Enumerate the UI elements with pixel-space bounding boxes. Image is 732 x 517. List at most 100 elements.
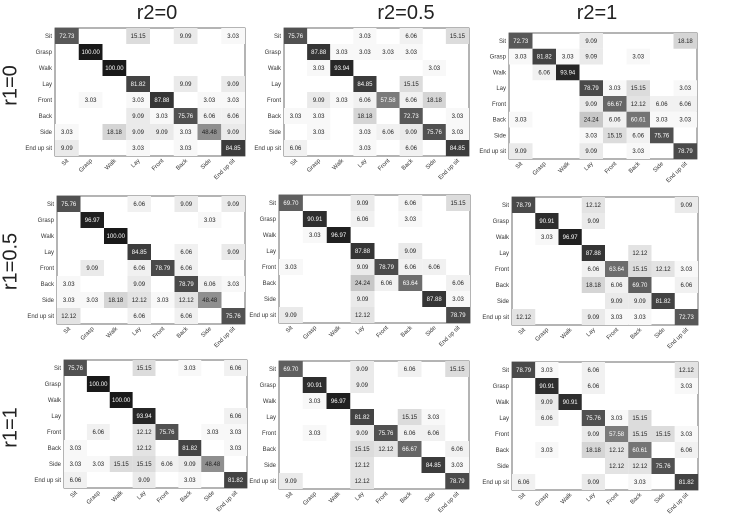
cell-value-label: 90.91 xyxy=(539,219,555,225)
heatmap-cell xyxy=(376,92,400,108)
cell-value-label: 66.67 xyxy=(607,102,623,108)
cell-value-label: 15.15 xyxy=(450,367,466,373)
column-title-r2-0.5: r2=0.5 xyxy=(377,2,435,24)
cell-value-label: 100.00 xyxy=(105,66,124,72)
cell-value-label: 3.03 xyxy=(609,86,621,92)
cell-value-label: 3.03 xyxy=(204,218,216,224)
cell-value-label: 78.79 xyxy=(516,203,532,209)
heatmap-cell xyxy=(127,260,151,276)
heatmap-cell xyxy=(350,259,375,275)
cell-value-label: 9.09 xyxy=(588,432,600,438)
heatmap-cell xyxy=(78,44,103,60)
heatmap-cell xyxy=(579,96,603,112)
cell-value-label: 3.03 xyxy=(309,233,321,239)
y-tick-label: Side xyxy=(49,462,62,468)
cell-value-label: 3.03 xyxy=(336,98,348,104)
heatmap-cell xyxy=(605,442,629,458)
heatmap-cell xyxy=(64,456,87,472)
heatmap-cell xyxy=(132,424,156,440)
y-tick-label: Sit xyxy=(47,202,54,208)
x-tick-label: Sit xyxy=(285,491,294,500)
y-tick-label: Grasp xyxy=(45,382,62,388)
cell-value-label: 15.15 xyxy=(137,462,153,468)
y-tick-label: Walk xyxy=(39,66,53,72)
x-tick-label: Side xyxy=(425,325,438,338)
heatmap-cell xyxy=(350,361,374,377)
heatmap-cell xyxy=(350,473,374,489)
cell-value-label: 93.94 xyxy=(560,70,576,76)
cell-value-label: 3.03 xyxy=(681,384,693,390)
heatmap-cell xyxy=(126,140,150,156)
cell-value-label: 9.09 xyxy=(588,219,600,225)
cell-value-label: 6.06 xyxy=(204,114,216,120)
heatmap-cell xyxy=(651,426,675,442)
cell-value-label: 3.03 xyxy=(313,114,325,120)
heatmap-cell xyxy=(398,259,423,275)
heatmap-cell xyxy=(674,474,698,490)
heatmap-cell xyxy=(221,108,245,124)
heatmap-cell xyxy=(397,361,422,377)
x-tick-label: End up sit xyxy=(213,158,236,181)
cell-value-label: 9.09 xyxy=(180,34,192,40)
heatmap-cell xyxy=(628,293,652,309)
cell-value-label: 75.76 xyxy=(61,202,77,208)
cell-value-label: 12.12 xyxy=(355,479,371,485)
heatmap-cell xyxy=(626,127,650,144)
cell-value-label: 63.64 xyxy=(609,267,625,273)
y-tick-label: Back xyxy=(41,282,55,288)
cell-value-label: 9.09 xyxy=(133,282,145,288)
cell-value-label: 3.03 xyxy=(313,130,325,136)
x-tick-label: Lay xyxy=(354,491,365,502)
cell-value-label: 6.06 xyxy=(180,250,192,256)
heatmap-cell xyxy=(399,140,423,156)
cell-value-label: 81.82 xyxy=(656,299,672,305)
heatmap-cell xyxy=(674,362,698,378)
y-tick-label: Sit xyxy=(274,34,281,40)
cell-value-label: 57.58 xyxy=(609,432,625,438)
heatmap-cell xyxy=(132,456,156,472)
heatmap-cell xyxy=(446,307,470,323)
heatmap-cell xyxy=(509,143,533,159)
heatmap-cell xyxy=(674,197,698,213)
y-tick-label: Side xyxy=(42,298,55,304)
cell-value-label: 3.03 xyxy=(428,66,440,72)
heatmap-cell xyxy=(422,124,446,140)
heatmap-cell xyxy=(330,92,354,108)
y-tick-label: Front xyxy=(495,432,509,438)
cell-value-label: 12.12 xyxy=(378,447,394,453)
heatmap-cell xyxy=(650,96,674,112)
heatmap-cell xyxy=(446,291,470,307)
y-tick-label: Lay xyxy=(499,416,509,422)
heatmap-cell xyxy=(605,293,629,309)
heatmap-cell xyxy=(581,261,605,277)
y-tick-label: Sit xyxy=(269,367,276,373)
heatmap-cell xyxy=(78,92,103,108)
heatmap-cell xyxy=(178,472,202,488)
heatmap-cell xyxy=(198,276,222,292)
heatmap-cell xyxy=(221,124,245,140)
cell-value-label: 18.18 xyxy=(678,39,694,45)
x-tick-label: End up sit xyxy=(666,161,689,184)
heatmap-cell xyxy=(445,457,469,473)
heatmap-cell xyxy=(603,80,627,96)
cell-value-label: 78.79 xyxy=(155,266,171,272)
y-tick-label: Grasp xyxy=(493,219,510,225)
heatmap-cell xyxy=(421,409,446,425)
heatmap-cell xyxy=(605,410,629,426)
cell-value-label: 9.09 xyxy=(585,55,597,61)
heatmap-cell xyxy=(512,474,536,490)
cell-value-label: 12.12 xyxy=(632,251,648,257)
x-tick-label: Sit xyxy=(518,492,527,501)
heatmap-cell xyxy=(173,76,198,92)
y-tick-label: Sit xyxy=(54,366,61,372)
cell-value-label: 9.09 xyxy=(585,39,597,45)
heatmap-cell xyxy=(398,195,423,211)
cell-value-label: 69.70 xyxy=(283,367,299,373)
heatmap-cell xyxy=(284,140,308,156)
cell-value-label: 3.03 xyxy=(285,265,297,271)
cell-value-label: 87.88 xyxy=(427,297,443,303)
heatmap-panel: 69.70 9.09 6.06 15.15 90.91 9.09 3.03 96.97 81.8… xyxy=(249,360,470,514)
x-tick-label: Grasp xyxy=(302,491,318,507)
heatmap-cell xyxy=(628,426,652,442)
heatmap-cell xyxy=(446,195,470,211)
